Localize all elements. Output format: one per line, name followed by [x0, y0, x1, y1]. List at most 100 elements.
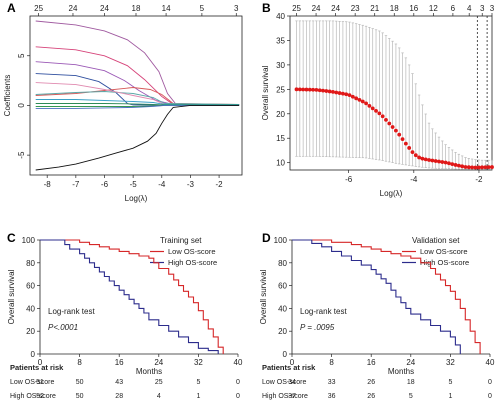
panel-b-x-axis-label: Log(λ) [380, 189, 403, 198]
panel-a-y-tick-label: 5 [17, 53, 26, 58]
panel-a-coefficient-path [35, 103, 240, 106]
panel-c-x-tick-label: 24 [154, 358, 163, 367]
panel-b-y-tick-label: 25 [276, 85, 285, 94]
panel-c-x-tick-label: 8 [77, 358, 82, 367]
panel-b-cv-point [314, 87, 319, 92]
panel-c-y-tick-label: 100 [22, 236, 36, 245]
panel-c-y-tick-label: 80 [26, 259, 35, 268]
panel-b-y-axis-label: Overall survival [261, 65, 270, 120]
panel-c-risk-header: Patients at risk [10, 363, 64, 372]
panel-d-risk-count: 26 [367, 393, 375, 400]
panel-b-y-tick-label: 40 [276, 12, 285, 21]
panel-a-x-tick-label: -4 [158, 180, 166, 189]
panel-d-risk-count: 0 [488, 379, 492, 386]
panel-a-coefficient-path [35, 82, 240, 105]
panel-letter-a: A [7, 1, 16, 15]
panel-d-x-tick-label: 0 [290, 358, 295, 367]
panel-b-cv-point [334, 90, 339, 95]
panel-b-frame [289, 15, 493, 171]
panel-d-x-tick-label: 8 [329, 358, 334, 367]
panel-b-x-tick-label: -4 [410, 175, 418, 184]
panel-a-coefficient-path [35, 99, 240, 105]
panel-b-cv-point [384, 117, 388, 122]
panel-a-frame [29, 15, 243, 176]
panel-b-cv-point [327, 89, 332, 94]
panel-c-risk-count: 43 [115, 379, 123, 386]
panel-a-x-axis-label: Log(λ) [125, 194, 148, 203]
panel-b-cv-point [397, 132, 402, 137]
panel-b-cv-point [476, 165, 481, 170]
panel-d-y-tick-label: 40 [278, 304, 287, 313]
panel-a-coefficient-path [35, 46, 240, 105]
panel-a-top-tick-label: 5 [200, 4, 205, 13]
panel-b-top-tick-label: 3 [480, 4, 485, 13]
panel-b-cv-point [311, 87, 315, 92]
panel-b-cv-point [483, 165, 488, 170]
panel-b-cv-point [321, 88, 325, 93]
panel-b-top-tick-label: 21 [370, 4, 379, 13]
panel-b-cv-point [344, 92, 349, 97]
panel-a-x-tick-label: -7 [72, 180, 80, 189]
panel-b-top-tick-label: 25 [292, 4, 301, 13]
panel-c-risk-count: 50 [76, 393, 84, 400]
panel-b-cv-point [466, 165, 471, 170]
panel-letter-b: B [262, 1, 271, 15]
panel-b-cv-point [294, 87, 299, 92]
panel-b-cv-point [443, 160, 448, 165]
panel-b-top-tick-label: 24 [312, 4, 321, 13]
panel-b-cv-point [423, 157, 428, 162]
panel-b-cv-point [341, 91, 345, 96]
panel-a-top-tick-label: 14 [162, 4, 171, 13]
panel-d-survival-curve [292, 239, 481, 354]
panel-d-y-axis-label: Overall survival [259, 269, 268, 324]
panel-a-top-tick-label: 18 [132, 4, 141, 13]
panel-d-title: Validation set [412, 236, 460, 245]
panel-b-cv-point [387, 121, 392, 126]
panel-d-risk-count: 33 [328, 379, 336, 386]
panel-d-legend-label: High OS-score [420, 258, 469, 267]
panel-b-cv-point [354, 96, 359, 101]
panel-d-risk-count: 0 [488, 393, 492, 400]
panel-d-x-tick-label: 16 [367, 358, 376, 367]
panel-b-cv-point [480, 165, 484, 170]
panel-b-cv-point [374, 108, 378, 113]
panel-b-cv-point [337, 91, 342, 95]
panel-a-y-tick-label: -5 [17, 151, 26, 159]
panel-b-cv-point [360, 99, 365, 104]
panel-c-risk-count: 0 [236, 393, 240, 400]
panel-a-coefficient-path [35, 73, 240, 106]
panel-d-risk-count: 36 [328, 393, 336, 400]
panel-b-cv-point [430, 158, 435, 163]
panel-d-survival-curve [292, 239, 461, 354]
panel-a-coefficient-path [35, 61, 240, 105]
panel-b-cv-point [324, 89, 329, 93]
panel-a-x-tick-label: -2 [216, 180, 224, 189]
panel-b-x-tick-label: -2 [475, 175, 483, 184]
panel-c-risk-count: 52 [36, 393, 44, 400]
panel-c-risk-row-label: High OS-score [10, 393, 56, 400]
panel-d-y-tick-label: 0 [283, 350, 288, 359]
panel-b-cv-point [350, 94, 355, 99]
panel-b-y-tick-label: 35 [276, 36, 285, 45]
panel-b-cv-point [413, 153, 418, 158]
panel-b-top-tick-label: 6 [451, 4, 456, 13]
panel-c-risk-count: 50 [76, 379, 84, 386]
panel-b-cv-point [367, 103, 372, 108]
panel-c-title: Training set [160, 236, 202, 245]
panel-b-cv-point [463, 165, 468, 169]
panel-d-y-tick-label: 20 [278, 327, 287, 336]
panel-d-risk-count: 5 [448, 379, 452, 386]
panel-c-x-tick-label: 40 [234, 358, 243, 367]
panel-c-risk-count: 1 [196, 393, 200, 400]
panel-a-x-tick-label: -6 [101, 180, 109, 189]
panel-c-y-tick-label: 40 [26, 304, 35, 313]
panel-b-cv-point [427, 158, 431, 162]
panel-letter-d: D [262, 231, 271, 245]
panel-b-cv-point [410, 150, 415, 155]
panel-a-y-axis-label: Coefficients [3, 75, 12, 117]
panel-b-cv-point [456, 163, 461, 168]
panel-d-p-value: P = .0095 [300, 323, 335, 332]
panel-b-cv-point [301, 87, 306, 92]
panel-c-y-tick-label: 60 [26, 282, 35, 291]
